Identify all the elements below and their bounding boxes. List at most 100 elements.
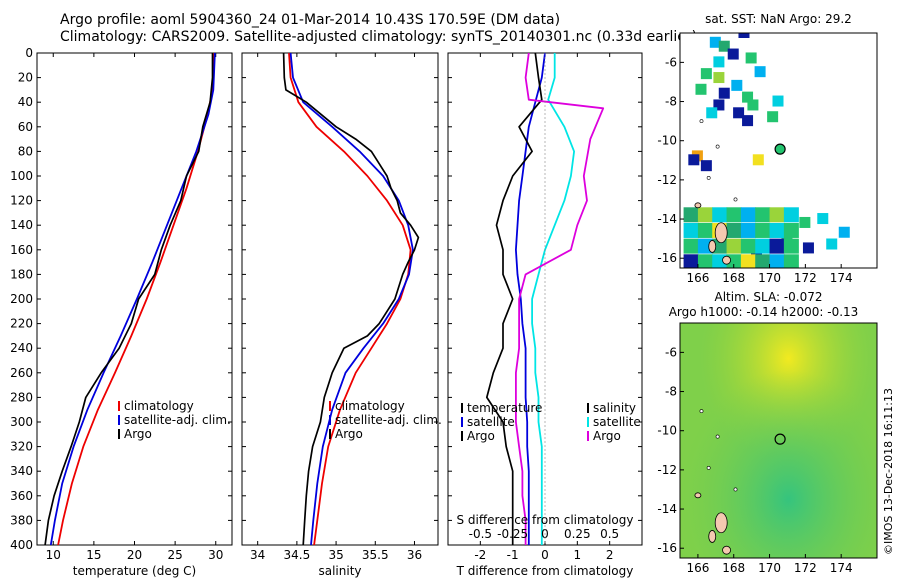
sst-islet: [733, 197, 738, 202]
sst-map-cell: [718, 87, 730, 99]
sst-profile-marker: [774, 143, 786, 155]
sst-map-cell: [769, 238, 785, 254]
sst-map-y-tick-label: -16: [657, 251, 677, 265]
temp-x-axis-label: temperature (deg C): [73, 564, 196, 578]
diff-left-legend-label: Argo: [467, 429, 495, 443]
sal-legend-label: satellite-adj. clim.: [335, 413, 442, 427]
sal-x-tick-label: 35.5: [362, 548, 389, 562]
sst-map-y-tick-label: -8: [665, 95, 677, 109]
sla-island: [694, 492, 702, 499]
y-tick-label: 100: [10, 169, 33, 183]
sal-legend-label: Argo: [335, 427, 363, 441]
sla-map-y-tick-label: -10: [657, 424, 677, 438]
watermark: ©IMOS 13-Dec-2018 16:11:13: [882, 388, 895, 555]
sst-map-cell: [709, 36, 721, 48]
sst-map-cell: [683, 238, 699, 254]
y-tick-label: 280: [10, 390, 33, 404]
y-tick-label: 180: [10, 267, 33, 281]
diff-right-legend-label: salinity: [593, 401, 636, 415]
sla-map-frame: [679, 322, 878, 559]
diff-left-legend-label: satellite: [467, 415, 515, 429]
sla-map-subtitle: Argo h1000: -0.14 h2000: -0.13: [669, 305, 859, 319]
y-tick-label: 300: [10, 415, 33, 429]
sst-map-cell: [769, 222, 785, 238]
sst-map-cell: [755, 222, 771, 238]
sst-map-cell: [826, 238, 838, 250]
sst-islet: [706, 176, 711, 180]
diff-series-s-satellite: [531, 53, 575, 545]
temp-panel: 0 20 40 60 80 100 120 140 160 180 200 220 240 260 280 3…: [10, 46, 233, 578]
diff-s-tick-label: -0.25: [497, 527, 528, 541]
sal-panel: 34 34.5 35 35.5 36 salinity: [241, 52, 439, 578]
sst-map-cell: [733, 107, 745, 119]
diff-series-t-satellite: [515, 52, 546, 545]
sal-x-tick-label: 36: [407, 548, 422, 562]
diff-left-legend-label: temperature: [467, 401, 542, 415]
sst-map-cell: [745, 52, 757, 64]
diff-x-tick-label: 0: [541, 548, 549, 562]
sst-islet: [699, 119, 704, 124]
sst-map-cell: [738, 33, 750, 38]
sla-map-x-tick-label: 166: [686, 561, 709, 575]
maps-layer: ©IMOS 13-Dec-2018 16:11:13 sat. SST: NaN …: [657, 12, 895, 575]
diff-panel: -2 -1 0 1 2 T difference from climatology: [447, 52, 643, 578]
y-tick-label: 200: [10, 292, 33, 306]
sst-map-cell: [783, 238, 799, 254]
sst-map-title: sat. SST: NaN Argo: 29.2: [705, 12, 852, 26]
sla-map-low-region: [680, 323, 877, 558]
diff-x-tick-label: 2: [606, 548, 614, 562]
sst-map-cell: [783, 254, 799, 268]
sst-map-cell: [772, 95, 784, 107]
y-tick-label: 60: [18, 120, 33, 134]
sst-map-cell: [838, 226, 850, 238]
title-line-2: Climatology: CARS2009. Satellite-adjuste…: [60, 29, 698, 45]
sst-map-frame: [679, 32, 878, 269]
temp-series-argo: [44, 53, 214, 546]
sst-map-cell: [697, 207, 713, 223]
diff-x-tick-label: -1: [507, 548, 519, 562]
sst-map-cell: [740, 238, 756, 254]
sst-map-cell: [802, 242, 814, 254]
sst-map-cell: [726, 254, 742, 268]
sla-map-x-tick-label: 170: [758, 561, 781, 575]
sst-map-x-tick-label: 174: [830, 271, 853, 285]
sst-map-cell: [783, 207, 799, 223]
sla-map-y-tick-label: -14: [657, 502, 677, 516]
sst-map-x-tick-label: 170: [758, 271, 781, 285]
sla-map-y-tick-label: -8: [665, 385, 677, 399]
title-line-1: Argo profile: aoml 5904360_24 01-Mar-201…: [60, 12, 561, 28]
sst-map-cell: [731, 79, 743, 91]
sal-x-tick-label: 35: [328, 548, 343, 562]
sst-islet: [715, 144, 720, 149]
y-tick-label: 20: [18, 71, 33, 85]
sst-map-y-tick-label: -14: [657, 212, 677, 226]
temp-x-tick-label: 20: [127, 548, 142, 562]
sla-land: [694, 409, 738, 555]
temp-legend-label: climatology: [124, 399, 194, 413]
y-tick-label: 400: [10, 538, 33, 552]
sla-map-title: Altim. SLA: -0.072: [714, 290, 822, 304]
sal-axes-box: [241, 52, 439, 546]
y-tick-label: 320: [10, 440, 33, 454]
sal-series-argo: [282, 52, 420, 546]
sal-legend-label: climatology: [335, 399, 405, 413]
sla-island: [708, 530, 717, 543]
sst-map-cell: [751, 248, 763, 260]
sst-map-cell: [755, 238, 771, 254]
plots-layer: 0204060801001201401601802002202402602803…: [10, 46, 643, 578]
sst-map-cell: [755, 207, 771, 223]
sla-map-y-tick-label: -6: [665, 345, 677, 359]
sst-map-cell: [712, 207, 728, 223]
sst-map-cell: [688, 154, 700, 166]
sst-map-cell: [817, 213, 829, 225]
diff-s-tick-label: 0.25: [564, 527, 591, 541]
sst-map-cell: [695, 83, 707, 95]
sst-map: sat. SST: NaN Argo: 29.2 166 168 170 172 174 -…: [657, 12, 878, 285]
sst-map-cell: [713, 72, 725, 84]
y-tick-label: 240: [10, 341, 33, 355]
sst-map-y-tick-label: -6: [665, 55, 677, 69]
sla-island: [714, 512, 728, 534]
temp-x-tick-label: 25: [167, 548, 182, 562]
sla-island: [722, 545, 731, 555]
